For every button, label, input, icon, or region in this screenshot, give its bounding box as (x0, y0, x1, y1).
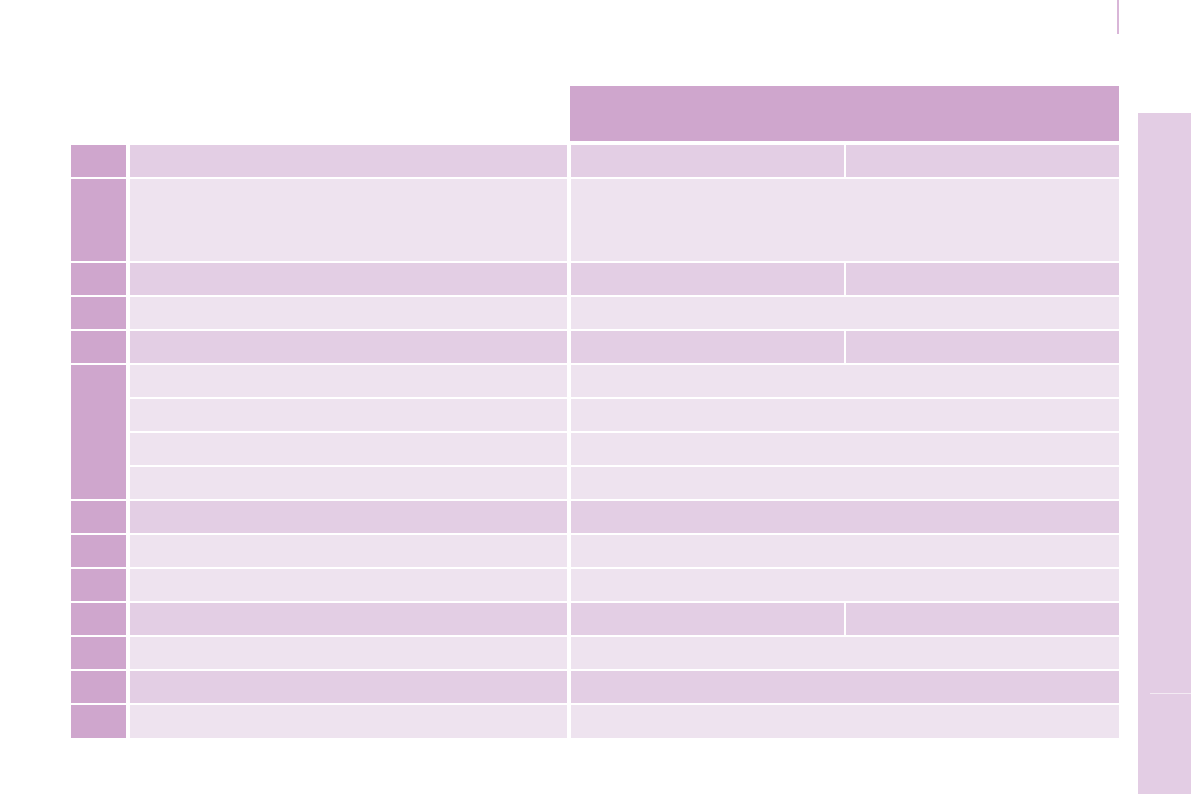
value-cell (846, 145, 1119, 177)
value-cell (571, 637, 1119, 669)
row-marker (71, 365, 126, 499)
value-cell (571, 705, 1119, 738)
value-cell (571, 365, 1119, 397)
row-marker (71, 145, 126, 177)
row-marker (71, 331, 126, 363)
value-cell (571, 399, 1119, 431)
value-cell (571, 671, 1119, 703)
value-cell (846, 603, 1119, 635)
label-cell (130, 501, 567, 533)
row-marker (71, 263, 126, 295)
label-cell (130, 331, 567, 363)
label-cell (130, 365, 567, 397)
value-cell (571, 297, 1119, 329)
label-cell (130, 179, 567, 261)
value-cell (846, 331, 1119, 363)
label-cell (130, 399, 567, 431)
row-marker (71, 603, 126, 635)
value-cell (571, 433, 1119, 465)
table-header (570, 86, 1119, 141)
value-cell (571, 145, 844, 177)
row-marker (71, 501, 126, 533)
value-cell (571, 603, 844, 635)
value-cell (846, 263, 1119, 295)
label-cell (130, 535, 567, 567)
value-cell (571, 569, 1119, 601)
label-cell (130, 433, 567, 465)
row-marker (71, 671, 126, 703)
row-marker (71, 179, 126, 261)
side-tab (1138, 113, 1191, 794)
label-cell (130, 263, 567, 295)
label-cell (130, 297, 567, 329)
row-marker (71, 637, 126, 669)
value-cell (571, 331, 844, 363)
row-marker (71, 705, 126, 738)
label-cell (130, 467, 567, 499)
row-marker (71, 297, 126, 329)
value-cell (571, 263, 844, 295)
row-marker (71, 569, 126, 601)
label-cell (130, 637, 567, 669)
label-cell (130, 671, 567, 703)
value-cell (571, 179, 1119, 261)
value-cell (571, 535, 1119, 567)
label-cell (130, 569, 567, 601)
value-cell (571, 501, 1119, 533)
top-rule (1117, 0, 1119, 34)
row-marker (71, 535, 126, 567)
label-cell (130, 705, 567, 738)
label-cell (130, 145, 567, 177)
label-cell (130, 603, 567, 635)
side-tab-rule (1150, 693, 1191, 694)
value-cell (571, 467, 1119, 499)
